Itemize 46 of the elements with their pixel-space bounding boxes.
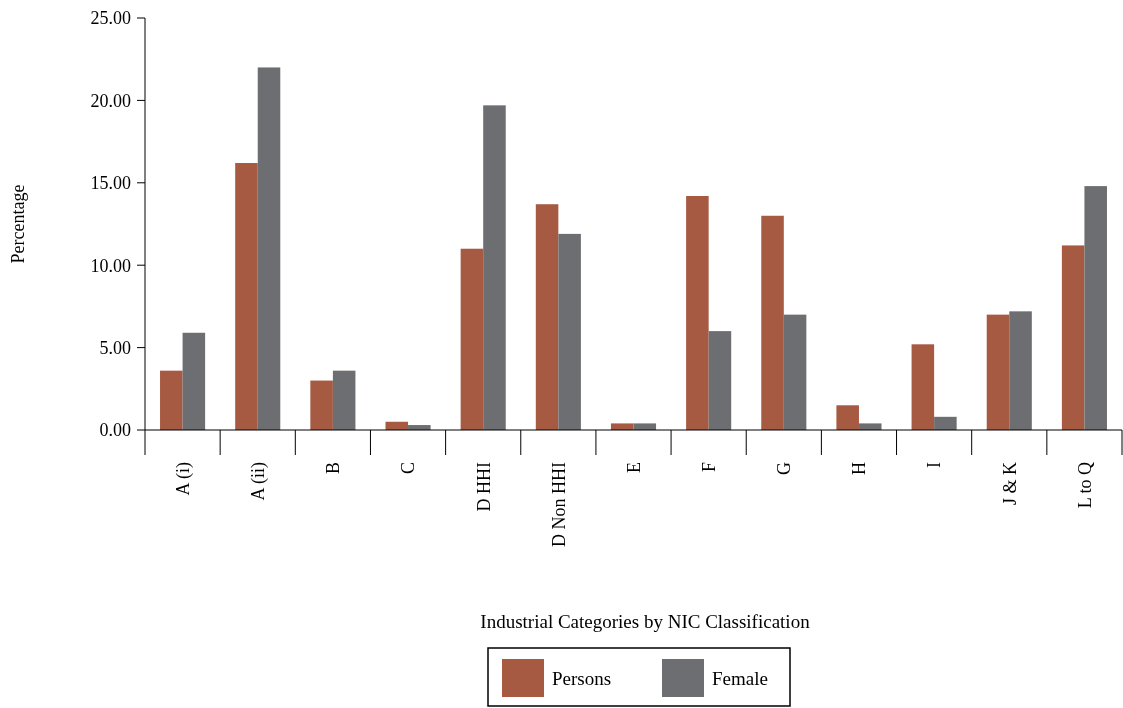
x-tick-label: J & K	[999, 462, 1020, 506]
x-axis-title: Industrial Categories by NIC Classification	[480, 611, 811, 632]
bar	[986, 314, 1010, 430]
x-tick-label: G	[774, 462, 795, 475]
bar	[783, 314, 807, 430]
x-tick-label: D Non HHI	[548, 462, 569, 547]
x-tick-label: H	[849, 462, 870, 475]
bar	[1084, 186, 1107, 430]
bar	[182, 332, 206, 430]
bar	[1061, 245, 1085, 430]
bar	[708, 331, 732, 430]
y-tick-label: 5.00	[99, 337, 131, 358]
x-tick-label: B	[323, 462, 344, 475]
x-tick-label: D HHI	[473, 462, 494, 512]
x-tick-label: E	[623, 462, 644, 473]
y-tick-label: 0.00	[99, 420, 131, 441]
bar	[257, 67, 281, 430]
bar	[310, 380, 333, 430]
bar	[858, 423, 882, 430]
bar	[535, 204, 559, 430]
bar	[483, 105, 506, 430]
bar	[235, 163, 258, 430]
bar	[610, 423, 634, 430]
x-tick-label: F	[698, 462, 719, 473]
x-tick-label: I	[924, 462, 945, 468]
bar	[761, 215, 784, 430]
y-tick-label: 20.00	[90, 90, 131, 111]
bar	[911, 344, 935, 430]
y-axis-title: Percentage	[8, 184, 28, 264]
bar	[332, 370, 356, 430]
y-tick-label: 25.00	[90, 8, 131, 29]
legend-label: Female	[712, 667, 768, 689]
bar	[460, 248, 484, 430]
bar	[686, 195, 709, 430]
bar	[836, 405, 859, 430]
bar	[934, 416, 957, 430]
bar	[1009, 311, 1032, 430]
bar	[160, 370, 183, 430]
y-tick-label: 10.00	[90, 255, 131, 276]
x-tick-label: A (i)	[172, 462, 194, 496]
bar	[558, 233, 581, 430]
y-tick-label: 15.00	[90, 173, 131, 194]
x-tick-label: L to Q	[1074, 462, 1095, 509]
x-tick-label: A (ii)	[248, 462, 270, 501]
x-tick-label: C	[398, 462, 419, 475]
legend-label: Persons	[552, 667, 612, 689]
